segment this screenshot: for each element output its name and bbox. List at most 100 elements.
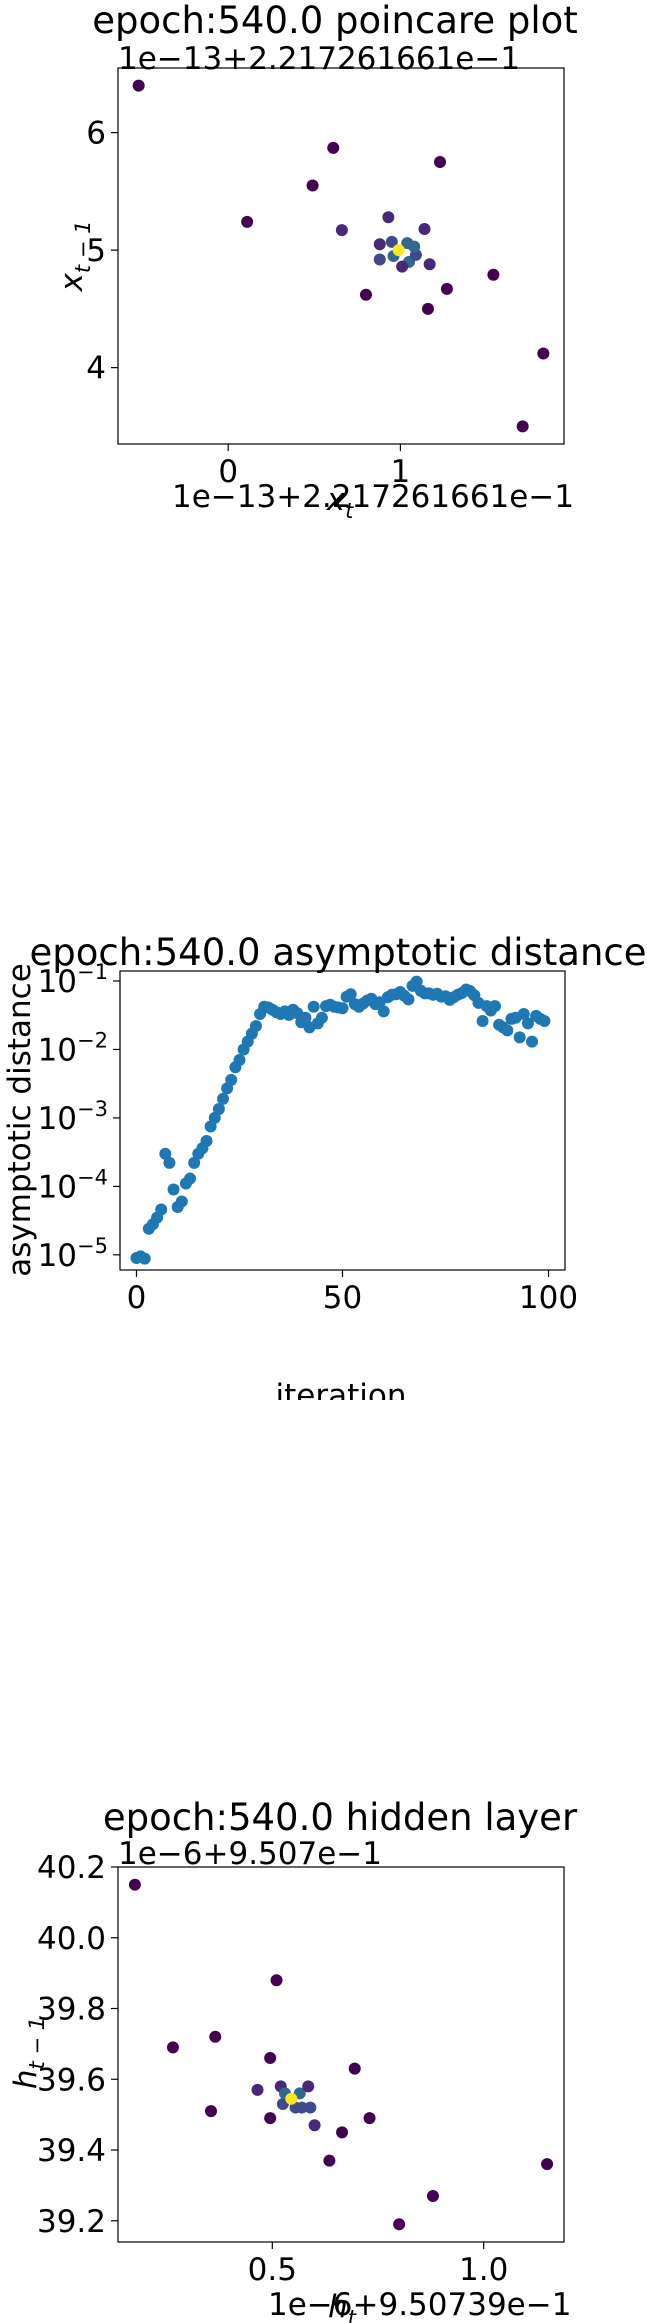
data-point <box>315 1011 328 1024</box>
x-axis-ticks: 0.5 1.0 <box>248 2242 508 2288</box>
data-point <box>363 2112 376 2125</box>
data-point <box>538 1015 551 1028</box>
data-point <box>249 1020 262 1033</box>
y-tick-label: 6 <box>86 116 106 152</box>
data-point <box>304 2101 317 2114</box>
x-offset-label: 1e−13+2.217261661e−1 <box>172 479 574 515</box>
data-point <box>175 1195 188 1208</box>
x-axis-ticks: 0 50 100 <box>127 1270 578 1316</box>
data-point <box>392 244 405 257</box>
data-point <box>217 1092 230 1105</box>
data-point <box>209 2030 222 2043</box>
x-tick-label: 0.5 <box>248 2252 297 2288</box>
data-point <box>233 1054 246 1067</box>
data-point <box>323 2154 336 2167</box>
data-point <box>488 1000 501 1013</box>
data-point <box>359 288 372 301</box>
data-point <box>423 258 436 271</box>
data-point <box>335 224 348 237</box>
data-point <box>344 988 357 1001</box>
data-point <box>421 302 434 315</box>
data-point <box>537 347 550 360</box>
y-tick-label: 40.0 <box>37 1921 106 1957</box>
plot-area-frame <box>117 67 565 445</box>
y-axis-ticks: 10−510−410−310−210−1 <box>38 960 120 1274</box>
x-tick-label: 1.0 <box>459 2252 508 2288</box>
data-point <box>521 1017 534 1030</box>
y-tick-label: 4 <box>86 351 106 387</box>
data-point <box>541 2158 554 2171</box>
data-point <box>385 235 398 248</box>
data-point <box>393 2218 406 2231</box>
y-tick-base: 10 <box>38 964 77 1000</box>
y-tick-exponent: −2 <box>77 1028 108 1052</box>
scatter-points <box>128 1878 554 2231</box>
data-point <box>426 2190 439 2203</box>
plot-area-frame <box>119 970 566 1271</box>
y-axis-ticks: 4 5 6 <box>86 116 118 387</box>
data-point <box>517 1007 530 1020</box>
data-point <box>264 2112 277 2125</box>
data-point <box>188 1156 201 1169</box>
data-point <box>513 1031 526 1044</box>
y-tick-exponent: −4 <box>77 1165 108 1189</box>
y-tick-label: 39.2 <box>37 2204 106 2240</box>
hidden-layer-chart: epoch:540.0 hidden layer 1e−6+9.507e−1 3… <box>8 1796 578 2323</box>
chart-title: epoch:540.0 hidden layer <box>103 1796 578 1839</box>
data-point <box>476 1015 489 1028</box>
y-axis-label: ht − 1 <box>8 2017 49 2089</box>
y-tick-exponent: −5 <box>77 1234 108 1258</box>
data-point <box>373 253 386 266</box>
data-point <box>138 1252 151 1265</box>
data-point <box>526 1035 539 1048</box>
y-tick-label: 10−3 <box>38 1097 108 1137</box>
y-axis-label: xt − 1 <box>54 221 95 293</box>
x-tick-label: 100 <box>519 1280 578 1316</box>
y-tick-base: 10 <box>38 1101 77 1137</box>
y-tick-label: 10−2 <box>38 1028 108 1068</box>
y-axis-ticks: 39.2 39.4 39.6 39.8 40.0 40.2 <box>37 1850 118 2240</box>
data-point <box>408 240 421 253</box>
y-tick-label: 10−5 <box>38 1234 108 1274</box>
scatter-points <box>132 79 550 433</box>
data-point <box>159 1147 172 1160</box>
data-point <box>295 2101 308 2114</box>
y-tick-label: 10−1 <box>38 960 108 1000</box>
data-point <box>167 1183 180 1196</box>
data-point <box>306 179 319 192</box>
data-point <box>302 2080 315 2093</box>
poincare-plot-chart: epoch:540.0 poincare plot 1e−13+2.217261… <box>54 0 578 520</box>
data-point <box>516 420 529 433</box>
data-point <box>128 1878 141 1891</box>
x-tick-label: 0 <box>218 454 238 490</box>
data-point <box>270 1974 283 1987</box>
y-tick-base: 10 <box>38 1169 77 1205</box>
data-point <box>241 215 254 228</box>
scatter-points <box>130 975 551 1265</box>
data-point <box>225 1073 238 1086</box>
data-point <box>299 1011 312 1024</box>
data-point <box>166 2041 179 2054</box>
y-tick-label: 10−4 <box>38 1165 108 1205</box>
y-tick-exponent: −1 <box>77 960 108 984</box>
data-point <box>212 1102 225 1115</box>
data-point <box>402 993 415 1006</box>
data-point <box>208 1111 221 1124</box>
data-point <box>382 211 395 224</box>
y-axis-label: asymptotic distance <box>2 963 38 1277</box>
x-tick-label: 50 <box>323 1280 362 1316</box>
data-point <box>336 2126 349 2139</box>
y-tick-base: 10 <box>38 1238 77 1274</box>
x-tick-label: 0 <box>127 1280 147 1316</box>
data-point <box>132 79 145 92</box>
data-point <box>200 1134 213 1147</box>
y-tick-label: 39.6 <box>37 2062 106 2098</box>
x-tick-label: 1 <box>391 454 411 490</box>
data-point <box>410 975 423 988</box>
data-point <box>501 1024 514 1037</box>
data-point <box>487 268 500 281</box>
data-point <box>434 156 447 168</box>
y-tick-exponent: −3 <box>77 1097 108 1121</box>
y-tick-label: 39.4 <box>37 2133 106 2169</box>
